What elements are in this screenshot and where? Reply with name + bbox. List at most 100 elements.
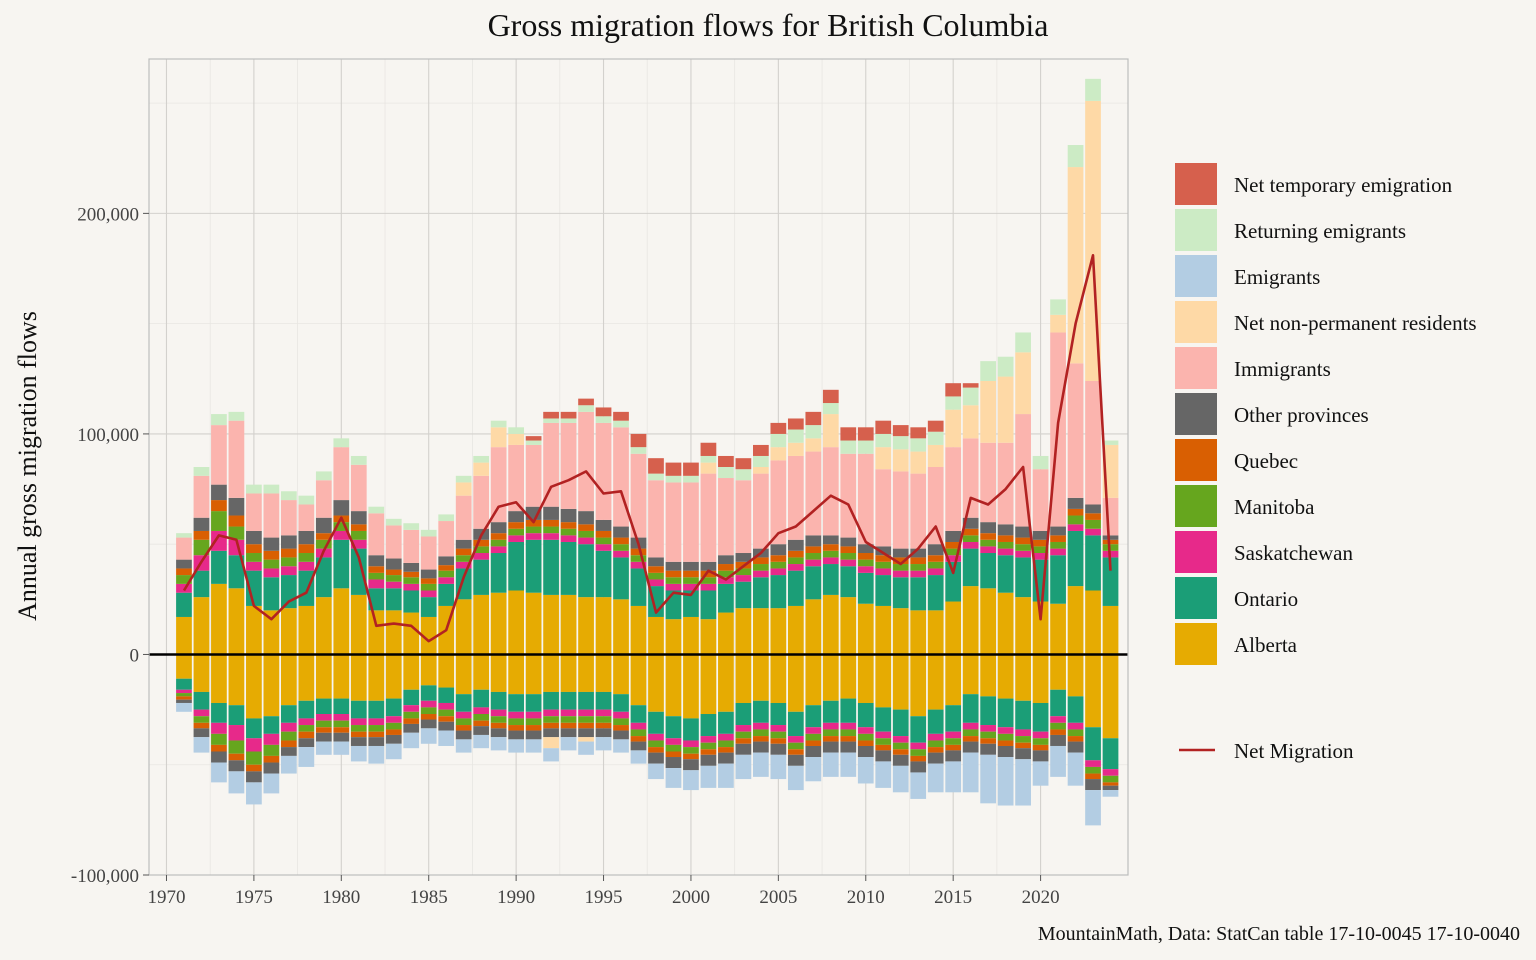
bars — [176, 78, 1119, 826]
bar-other-provinces-out-1973 — [211, 751, 227, 763]
bar-emigrants-out-2003 — [735, 754, 752, 780]
bar-quebec-in-2002 — [718, 564, 734, 571]
bar-manitoba-out-2007 — [805, 733, 822, 741]
bar-quebec-out-2022 — [1067, 736, 1084, 742]
bar-net-non-permanent-residents-in-2006 — [787, 442, 804, 456]
bar-net-non-permanent-residents-in-1987 — [455, 482, 472, 496]
bar-manitoba-out-1974 — [228, 740, 245, 754]
bar-ontario-in-2009 — [840, 566, 857, 598]
bar-quebec-out-1988 — [473, 720, 490, 727]
bar-saskatchewan-in-2023 — [1085, 528, 1101, 536]
bar-returning-emigrants-in-1979 — [315, 471, 332, 481]
bar-alberta-in-1994 — [578, 597, 594, 655]
bar-alberta-out-2005 — [770, 654, 787, 703]
bar-ontario-in-1990 — [508, 541, 524, 591]
bar-alberta-out-1978 — [298, 654, 315, 701]
bar-alberta-in-1979 — [315, 597, 332, 655]
bar-manitoba-in-2005 — [770, 561, 787, 569]
bar-manitoba-in-1987 — [455, 555, 472, 562]
bar-emigrants-out-2009 — [840, 752, 857, 777]
bar-returning-emigrants-in-1999 — [665, 475, 682, 483]
bar-other-provinces-out-2003 — [735, 743, 752, 755]
bar-quebec-in-1994 — [578, 524, 594, 531]
bar-saskatchewan-in-1980 — [333, 530, 350, 540]
bar-manitoba-in-2004 — [753, 564, 769, 571]
bar-other-provinces-in-2015 — [945, 530, 962, 542]
bar-quebec-in-2015 — [945, 541, 962, 549]
legend-label: Net Migration — [1234, 739, 1354, 763]
bar-ontario-in-1983 — [385, 588, 402, 611]
chart-title: Gross migration flows for British Columb… — [488, 7, 1049, 43]
x-tick-label: 2015 — [934, 887, 972, 908]
bar-emigrants-out-2013 — [910, 772, 927, 799]
bar-quebec-out-1999 — [665, 751, 682, 758]
bar-quebec-in-1971 — [176, 568, 192, 576]
bar-other-provinces-out-2021 — [1050, 734, 1066, 746]
bar-manitoba-in-1980 — [333, 522, 350, 531]
bar-immigrants-in-2007 — [805, 451, 822, 536]
bar-emigrants-out-1996 — [613, 739, 629, 753]
bar-alberta-out-2023 — [1085, 654, 1101, 728]
bar-ontario-out-1999 — [665, 716, 682, 739]
bar-returning-emigrants-in-2014 — [927, 431, 944, 445]
bar-immigrants-in-2011 — [875, 469, 892, 547]
bar-ontario-out-1994 — [578, 691, 594, 710]
bar-immigrants-in-2009 — [840, 453, 857, 538]
bar-saskatchewan-in-2015 — [945, 555, 962, 562]
bar-manitoba-in-1973 — [211, 511, 227, 531]
bar-alberta-in-1991 — [525, 592, 542, 655]
bar-ontario-out-2017 — [980, 696, 997, 726]
bar-ontario-out-1996 — [613, 694, 629, 712]
bar-emigrants-out-1988 — [473, 734, 490, 749]
bar-manitoba-out-1990 — [508, 718, 524, 726]
bar-other-provinces-out-2009 — [840, 741, 857, 753]
bar-quebec-out-1995 — [595, 722, 612, 729]
bar-immigrants-in-2018 — [997, 442, 1014, 525]
bar-saskatchewan-out-1990 — [508, 711, 524, 719]
bar-quebec-out-1991 — [525, 725, 542, 731]
bar-saskatchewan-out-2009 — [840, 722, 857, 730]
bar-manitoba-in-1994 — [578, 530, 594, 538]
bar-net-temporary-emigration-in-1997 — [630, 433, 647, 448]
bar-manitoba-in-1974 — [228, 526, 245, 540]
bar-ontario-out-1972 — [193, 691, 210, 710]
bar-net-non-permanent-residents-in-2019 — [1015, 352, 1031, 415]
bar-net-temporary-emigration-in-2015 — [945, 383, 962, 397]
bar-ontario-out-2001 — [700, 714, 717, 737]
bar-alberta-out-2022 — [1067, 654, 1084, 697]
bar-net-non-permanent-residents-in-2013 — [910, 451, 927, 474]
bar-saskatchewan-out-2018 — [997, 727, 1014, 734]
bar-other-provinces-out-2013 — [910, 761, 927, 773]
bar-returning-emigrants-in-2012 — [892, 436, 909, 450]
bar-ontario-in-2000 — [683, 590, 699, 617]
bar-quebec-in-1995 — [595, 530, 612, 538]
bar-emigrants-out-1976 — [263, 773, 280, 794]
bar-saskatchewan-in-2003 — [735, 575, 752, 582]
bar-quebec-out-1977 — [280, 740, 297, 748]
bar-net-temporary-emigration-in-2013 — [910, 427, 927, 439]
bar-alberta-out-1972 — [193, 654, 210, 692]
bar-ontario-in-1978 — [298, 570, 315, 606]
bar-alberta-out-1981 — [350, 654, 367, 701]
bar-quebec-out-2020 — [1032, 744, 1049, 751]
bar-quebec-in-2023 — [1085, 513, 1101, 520]
bar-ontario-out-2007 — [805, 705, 822, 728]
bar-other-provinces-out-2017 — [980, 743, 997, 755]
bar-alberta-out-2001 — [700, 654, 717, 715]
bar-quebec-out-2017 — [980, 738, 997, 744]
bar-saskatchewan-out-1981 — [350, 718, 367, 726]
bar-other-provinces-in-2011 — [875, 546, 892, 556]
bar-other-provinces-in-1979 — [315, 517, 332, 534]
bar-saskatchewan-in-2000 — [683, 583, 699, 591]
bar-quebec-out-2015 — [945, 744, 962, 751]
bar-quebec-out-1989 — [490, 722, 507, 729]
bar-quebec-out-2009 — [840, 736, 857, 742]
bar-quebec-in-1973 — [211, 500, 227, 512]
bar-saskatchewan-out-2005 — [770, 725, 787, 732]
bar-manitoba-in-2009 — [840, 553, 857, 560]
bar-alberta-out-2011 — [875, 654, 892, 708]
bar-manitoba-out-1995 — [595, 716, 612, 723]
bar-manitoba-out-2003 — [735, 731, 752, 739]
bar-other-provinces-out-2004 — [753, 741, 769, 753]
bar-quebec-in-1977 — [280, 548, 297, 558]
